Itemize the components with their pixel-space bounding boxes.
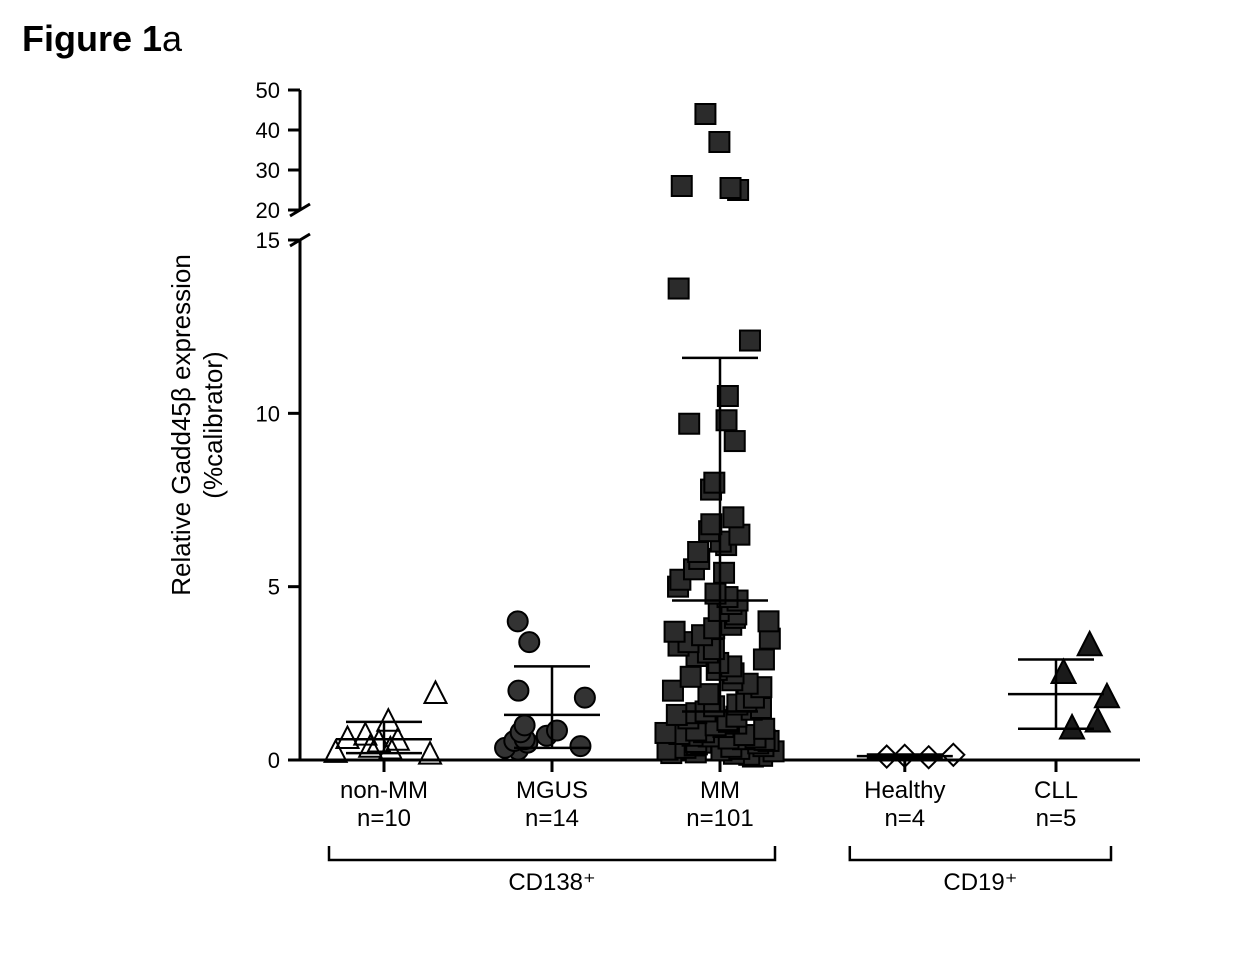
data-point xyxy=(377,709,399,731)
y-tick-label: 0 xyxy=(268,748,280,773)
figure-title: Figure 1a xyxy=(22,18,182,60)
y-tick-label: 50 xyxy=(256,78,280,103)
data-point xyxy=(754,649,774,669)
data-point xyxy=(695,104,715,124)
x-category-n-label: n=4 xyxy=(884,805,925,832)
data-point xyxy=(721,178,741,198)
data-point xyxy=(704,473,724,493)
data-point xyxy=(547,721,567,741)
x-category-n-label: n=5 xyxy=(1036,805,1077,832)
y-tick-label: 30 xyxy=(256,158,280,183)
data-point xyxy=(740,331,760,351)
x-category-label: MM xyxy=(700,777,740,804)
data-point xyxy=(701,514,721,534)
data-point xyxy=(1078,632,1102,655)
x-category-label: non-MM xyxy=(340,777,428,804)
data-point xyxy=(575,688,595,708)
data-point xyxy=(709,132,729,152)
data-point xyxy=(669,279,689,299)
y-axis-label-line1: Relative Gadd45β expression xyxy=(166,254,196,596)
data-point xyxy=(515,715,535,735)
data-point xyxy=(681,667,701,687)
data-point xyxy=(655,723,675,743)
x-category-n-label: n=14 xyxy=(525,805,579,832)
y-tick-label: 15 xyxy=(256,228,280,253)
data-point xyxy=(665,622,685,642)
data-point xyxy=(672,176,692,196)
data-point xyxy=(759,611,779,631)
data-point xyxy=(942,744,964,766)
data-point xyxy=(688,542,708,562)
x-category-n-label: n=101 xyxy=(686,805,753,832)
y-axis-label-line2: (%calibrator) xyxy=(198,351,228,498)
figure-container: Figure 1a 05101520304050 non-MMn=10MGUSn… xyxy=(0,0,1240,954)
group-label: CD19⁺ xyxy=(943,869,1017,896)
data-point xyxy=(679,414,699,434)
data-point xyxy=(1060,715,1084,738)
data-point xyxy=(714,563,734,583)
data-point xyxy=(508,681,528,701)
data-point xyxy=(570,736,590,756)
data-point xyxy=(508,611,528,631)
data-point xyxy=(754,719,774,739)
data-point xyxy=(667,705,687,725)
data-point xyxy=(1095,684,1119,707)
y-tick-label: 40 xyxy=(256,118,280,143)
y-tick-label: 10 xyxy=(256,401,280,426)
data-point xyxy=(725,431,745,451)
group-label: CD138⁺ xyxy=(508,869,595,896)
x-category-label: Healthy xyxy=(864,777,945,804)
figure-title-light: a xyxy=(162,18,182,59)
group-bracket xyxy=(850,846,1111,860)
figure-title-bold: Figure 1 xyxy=(22,18,162,59)
data-point xyxy=(424,681,446,703)
scatter-chart: 0 5 10 15 20 30 40 50 non-MMn=10 MGUSn=14 MMn=101… xyxy=(0,0,1240,954)
group-bracket xyxy=(329,846,775,860)
x-category-label: CLL xyxy=(1034,777,1078,804)
x-category-n-label: n=10 xyxy=(357,805,411,832)
x-category-label: MGUS xyxy=(516,777,588,804)
data-point xyxy=(519,632,539,652)
data-point xyxy=(723,507,743,527)
y-tick-label: 20 xyxy=(256,198,280,223)
y-tick-label: 5 xyxy=(268,575,280,600)
